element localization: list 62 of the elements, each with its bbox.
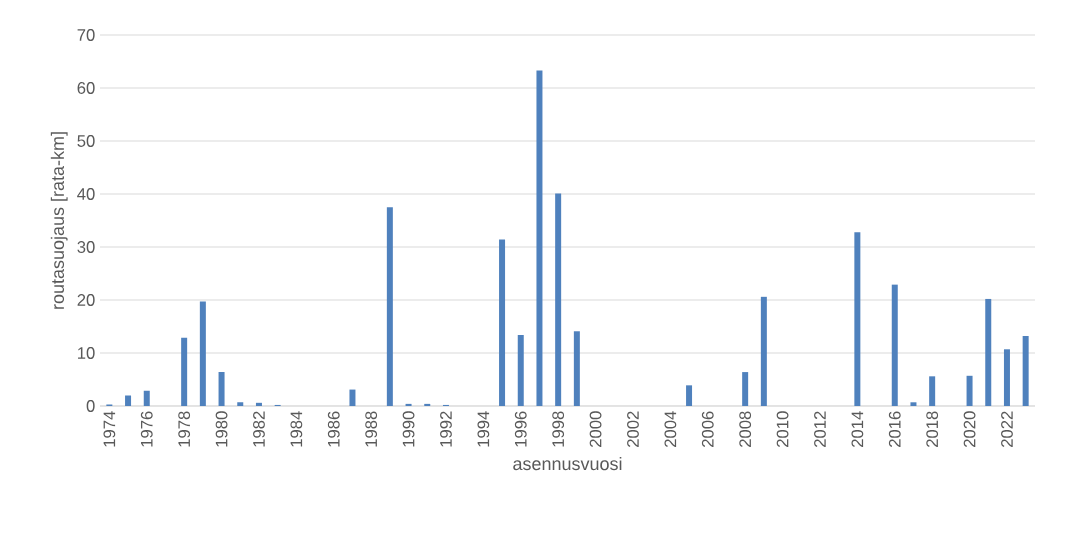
bar xyxy=(573,331,580,406)
bar xyxy=(1003,349,1010,406)
bar xyxy=(891,284,898,406)
y-tick-label: 0 xyxy=(86,400,95,412)
x-tick-label: 1990 xyxy=(402,411,415,447)
bar xyxy=(424,403,431,406)
x-tick-label: 2002 xyxy=(627,411,639,447)
y-tick-label: 10 xyxy=(78,347,95,359)
y-tick-label: 60 xyxy=(77,82,95,94)
bar xyxy=(499,239,506,406)
bar xyxy=(143,390,150,406)
x-tick-label: 2004 xyxy=(664,411,677,447)
bar xyxy=(742,372,749,406)
x-tick-label: 2006 xyxy=(701,411,714,447)
x-tick-label: 1976 xyxy=(140,411,153,447)
bar xyxy=(181,337,188,406)
x-tick-label: 1992 xyxy=(440,411,452,447)
bar xyxy=(125,395,132,406)
x-tick-label: 2016 xyxy=(888,411,901,447)
x-tick-label: 2000 xyxy=(589,411,602,447)
x-tick-label: 1974 xyxy=(103,411,116,447)
bar xyxy=(929,376,936,406)
bar xyxy=(854,232,861,406)
x-tick-label: 1984 xyxy=(290,411,303,447)
x-tick-label: 2010 xyxy=(776,411,789,447)
bar xyxy=(237,402,244,406)
x-tick-label: 2012 xyxy=(814,411,826,447)
bar xyxy=(218,372,225,406)
x-tick-label: 1978 xyxy=(178,411,191,447)
bar xyxy=(517,334,524,406)
x-tick-label: 1988 xyxy=(365,411,378,447)
x-tick-label: 2020 xyxy=(963,411,976,447)
bar xyxy=(966,375,973,406)
x-tick-label: 1980 xyxy=(215,411,228,447)
bar xyxy=(405,403,412,406)
bar xyxy=(536,70,543,406)
x-axis-title: asennusvuosi xyxy=(513,456,622,471)
bar xyxy=(255,402,262,406)
x-tick-label: 2008 xyxy=(739,411,752,447)
y-tick-label: 20 xyxy=(77,294,95,306)
x-tick-label: 1996 xyxy=(514,411,527,447)
bar xyxy=(910,402,917,406)
x-tick-label: 1986 xyxy=(327,411,340,447)
bar xyxy=(386,207,393,406)
x-tick-label: 2014 xyxy=(851,411,864,447)
bar xyxy=(349,389,356,406)
bar xyxy=(686,385,693,406)
y-tick-label: 50 xyxy=(77,135,95,147)
x-tick-label: 1998 xyxy=(552,411,565,447)
y-tick-label: 70 xyxy=(77,29,95,41)
bar xyxy=(555,193,562,406)
x-tick-label: 1994 xyxy=(477,411,490,447)
x-tick-label: 1982 xyxy=(253,411,265,447)
bar xyxy=(760,296,767,406)
x-tick-label: 2018 xyxy=(926,411,939,447)
bar xyxy=(199,301,206,406)
y-axis-title: routasuojaus [rata-km] xyxy=(50,132,68,309)
x-tick-label: 2022 xyxy=(1001,411,1013,447)
y-tick-label: 30 xyxy=(77,241,95,253)
y-tick-label: 40 xyxy=(77,188,95,200)
bar xyxy=(985,298,992,406)
bar xyxy=(1022,336,1029,406)
